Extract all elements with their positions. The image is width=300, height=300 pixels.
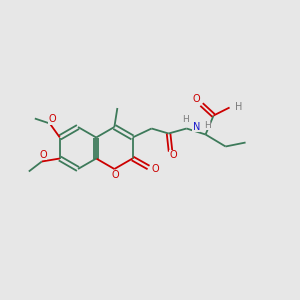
Text: O: O: [112, 170, 119, 180]
Text: O: O: [152, 164, 159, 173]
Text: N: N: [193, 122, 200, 131]
Text: H: H: [235, 103, 242, 112]
Text: H: H: [204, 121, 211, 130]
Text: O: O: [39, 149, 46, 160]
Text: O: O: [48, 115, 56, 124]
Text: O: O: [193, 94, 200, 104]
Text: O: O: [170, 151, 177, 160]
Text: H: H: [182, 115, 189, 124]
